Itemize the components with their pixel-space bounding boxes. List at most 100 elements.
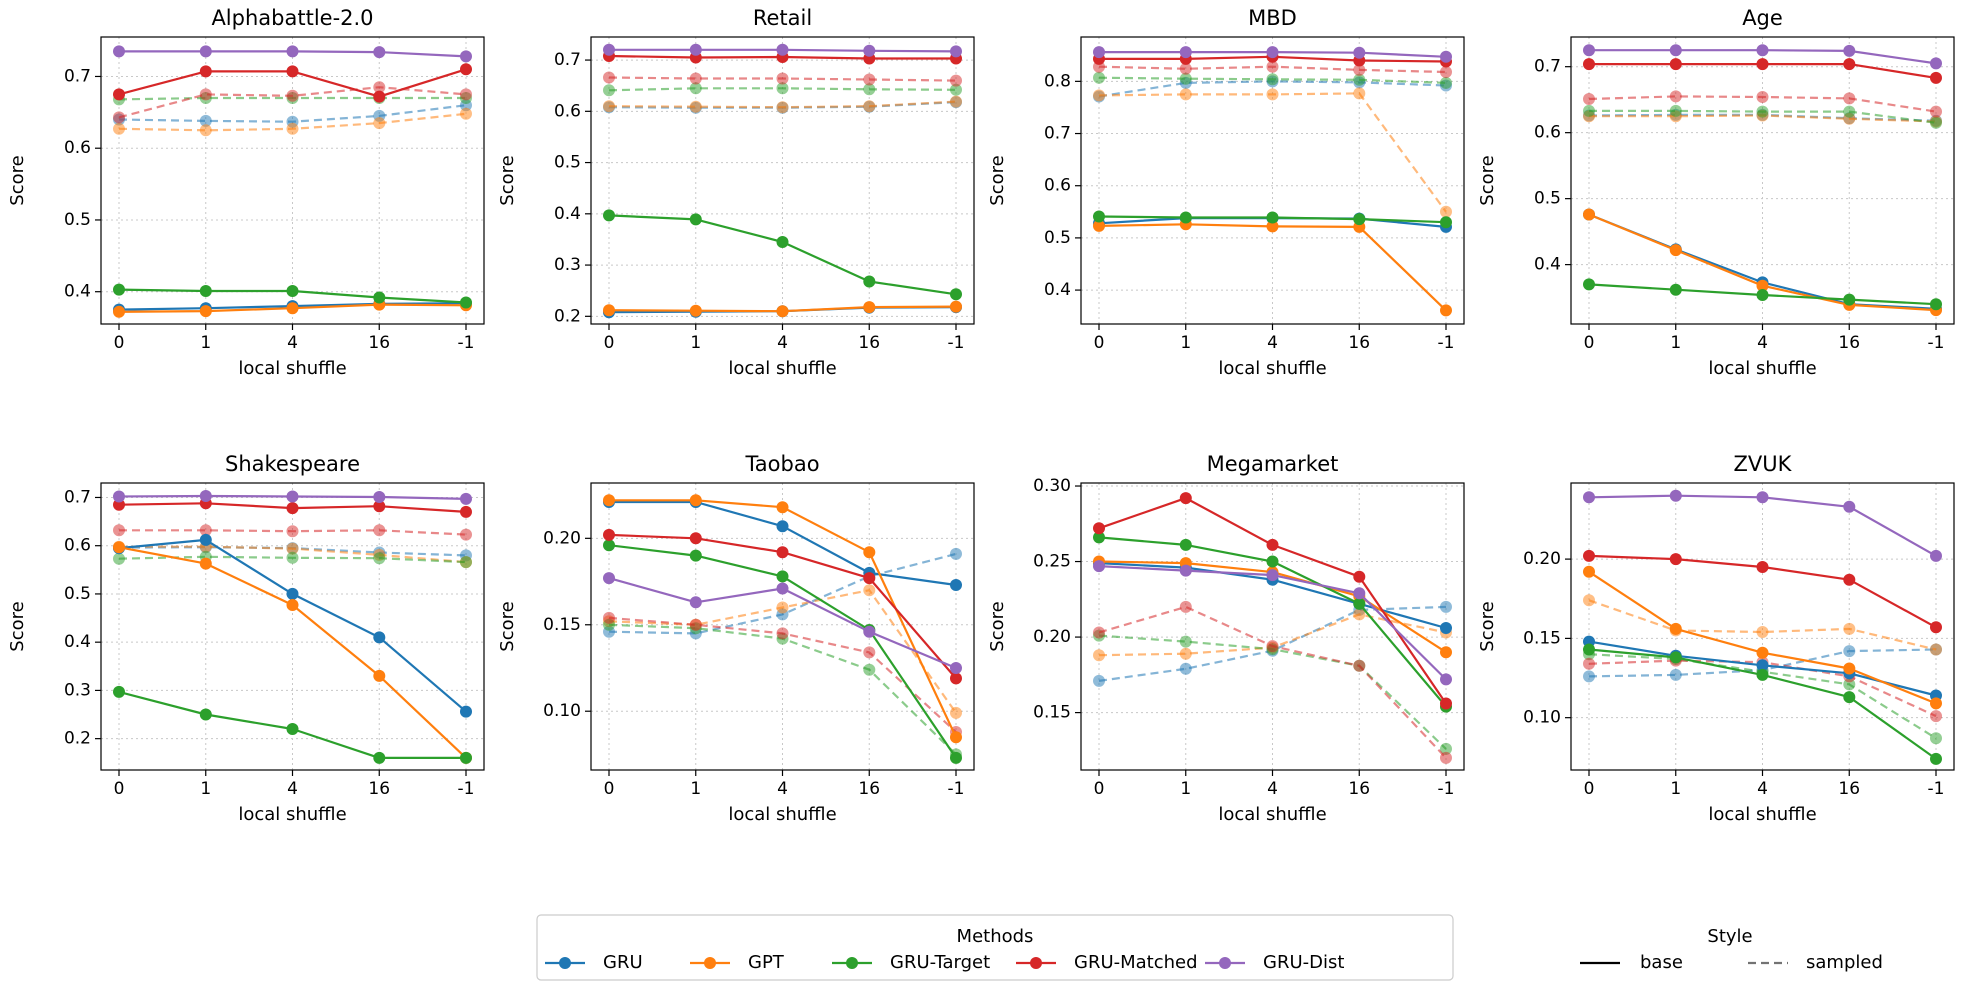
chart-5-point-gru-target-base [373, 751, 386, 764]
chart-2-point-gru-matched-sampled [950, 74, 962, 87]
chart-5-x-tick-label: 1 [200, 779, 211, 799]
chart-8-point-gru-sampled [1843, 645, 1856, 658]
chart-2-x-tick-label: -1 [948, 333, 965, 353]
chart-4-series-gru-matched-base [1583, 58, 1942, 84]
chart-4-y-tick-label: 0.6 [1534, 123, 1561, 143]
chart-1-point-gru-matched-base [373, 90, 386, 103]
chart-5-point-gpt-base [199, 557, 212, 570]
chart-3-y-tick-label: 0.4 [1044, 280, 1071, 300]
chart-2-point-gpt-base [689, 304, 702, 317]
legend-swatch-marker [1030, 957, 1042, 969]
chart-3-point-gru-target-sampled [1093, 71, 1105, 84]
chart-8-point-gpt-sampled [1583, 594, 1595, 607]
chart-5-y-tick-label: 0.6 [64, 536, 91, 556]
chart-7-x-tick-label: 0 [1094, 779, 1105, 799]
chart-2-point-gru-dist-base [950, 45, 962, 58]
chart-3-x-tick-label: 4 [1267, 333, 1278, 353]
chart-8-point-gru-base [1756, 659, 1769, 672]
chart-8-point-gru-sampled [1669, 668, 1682, 681]
chart-7-point-gru-matched-base [1179, 492, 1192, 505]
chart-6-panel: 0 1 4 16 -1 0.10 0.15 0.20 Taobao local shuffle Sc… [497, 452, 975, 825]
chart-4-point-gru-target-base [1583, 278, 1595, 291]
chart-1-point-gpt-sampled [286, 122, 299, 135]
chart-3-point-gru-dist-base [1440, 50, 1452, 63]
legend-label: GRU-Dist [1263, 952, 1344, 973]
chart-5-title: Shakespeare [225, 452, 360, 476]
chart-3-x-tick-label: 1 [1180, 333, 1191, 353]
chart-7-point-gru-base [1440, 622, 1452, 634]
chart-5-point-gru-base [199, 533, 212, 546]
chart-4-point-gru-target-sampled [1756, 105, 1769, 118]
legend-entry-gru-matched: GRU-Matched [1016, 952, 1198, 973]
chart-7-point-gru-target-base [1353, 597, 1366, 610]
chart-6-point-gru-dist-base [950, 662, 962, 674]
chart-6-point-gpt-base [776, 501, 789, 514]
chart-5-point-gru-dist-base [286, 490, 299, 503]
chart-8-x-tick-label: 16 [1838, 779, 1860, 799]
chart-3-x-tick-label: 16 [1348, 333, 1370, 353]
chart-3-point-gru-target-sampled [1266, 73, 1279, 86]
chart-6-point-gru-base [776, 520, 789, 533]
chart-5-point-gru-target-base [113, 685, 125, 698]
chart-6-point-gru-matched-base [689, 532, 702, 545]
chart-7-point-gru-matched-base [1266, 538, 1279, 551]
chart-3-series-gru-target-sampled [1093, 71, 1452, 89]
chart-6-point-gru-target-base [689, 549, 702, 562]
chart-5-point-gru-matched-base [373, 500, 386, 513]
chart-1-y-label: Score [7, 155, 28, 205]
style-legend-title: Style [1707, 926, 1752, 947]
legend-label: GRU-Matched [1074, 952, 1198, 973]
chart-6-point-gru-matched-base [603, 528, 615, 541]
chart-3-series-gpt-sampled [1093, 87, 1452, 218]
chart-4-x-tick-label: 0 [1584, 333, 1595, 353]
chart-7-series-gru-matched-sampled [1093, 600, 1452, 764]
chart-7-y-tick-label: 0.25 [1033, 552, 1071, 572]
chart-1-panel: 0 1 4 16 -1 0.4 0.5 0.6 0.7 Alphabattle-2.0 local … [7, 6, 485, 379]
chart-4-y-tick-label: 0.7 [1534, 57, 1561, 77]
chart-7-x-tick-label: 4 [1267, 779, 1278, 799]
chart-5-point-gru-matched-sampled [373, 524, 386, 537]
chart-6-y-tick-label: 0.20 [543, 528, 581, 548]
chart-1-title: Alphabattle-2.0 [211, 6, 373, 30]
chart-7-point-gpt-sampled [1179, 647, 1192, 660]
chart-7-y-tick-label: 0.15 [1033, 703, 1071, 723]
methods-legend: Methods GRU GPT GRU-Target GRU-Matched GRU-D… [536, 914, 1454, 981]
chart-4-series-gru-target-sampled [1583, 104, 1942, 129]
chart-1-point-gru-target-base [460, 296, 472, 309]
chart-4-series-gru-dist-base [1583, 44, 1942, 70]
chart-1-point-gru-matched-base [286, 65, 299, 78]
chart-5-x-tick-label: 16 [368, 779, 390, 799]
style-base-label: base [1640, 952, 1683, 973]
chart-8-point-gru-target-base [1843, 691, 1856, 704]
chart-8-point-gru-matched-base [1756, 561, 1769, 573]
chart-1-x-label: local shuffle [238, 358, 346, 379]
chart-5-point-gru-matched-sampled [286, 525, 299, 538]
chart-3-x-label: local shuffle [1218, 358, 1326, 379]
chart-8-point-gru-matched-base [1843, 573, 1856, 586]
chart-7-point-gru-matched-sampled [1440, 751, 1452, 764]
chart-6-series-gru-dist-base [603, 572, 962, 674]
chart-4-point-gru-dist-base [1669, 44, 1682, 57]
chart-1-y-tick-label: 0.6 [64, 138, 91, 158]
chart-8-panel: 0 1 4 16 -1 0.10 0.15 0.20 ZVUK local shuffle Scor… [1477, 452, 1955, 825]
chart-6-point-gpt-base [950, 731, 962, 744]
chart-2-y-tick-label: 0.7 [554, 50, 581, 70]
chart-3-y-tick-label: 0.5 [1044, 228, 1071, 248]
chart-5-point-gpt-base [286, 599, 299, 611]
chart-1-point-gpt-sampled [460, 107, 472, 120]
style-sampled-label: sampled [1806, 952, 1883, 973]
chart-2-point-gru-target-base [863, 275, 876, 288]
chart-4-point-gru-matched-sampled [1930, 105, 1942, 118]
chart-8-series-gpt-base [1583, 565, 1942, 710]
legend-swatch-marker [846, 957, 858, 969]
chart-5-series-gru-matched-sampled [113, 524, 472, 541]
chart-7-point-gru-matched-base [1440, 697, 1452, 710]
chart-1-point-gru-dist-base [286, 45, 299, 58]
chart-6-point-gru-matched-sampled [689, 618, 702, 631]
chart-2-x-tick-label: 4 [777, 333, 788, 353]
chart-7-point-gru-matched-sampled [1093, 626, 1105, 639]
chart-8-point-gpt-base [1583, 565, 1595, 578]
chart-2-point-gpt-base [863, 301, 876, 314]
chart-7-point-gru-target-base [1266, 555, 1279, 568]
chart-4-y-label: Score [1477, 155, 1498, 205]
